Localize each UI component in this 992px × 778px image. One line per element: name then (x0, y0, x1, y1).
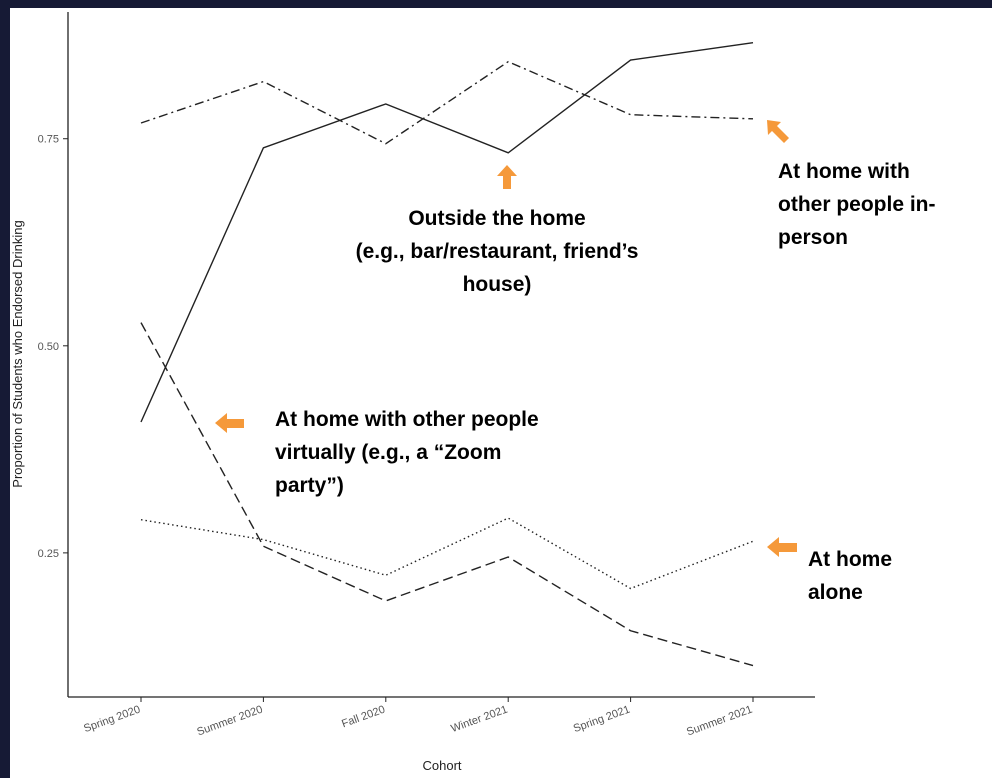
arrow (497, 165, 517, 189)
annotation: Outside the home (e.g., bar/restaurant, f… (356, 207, 639, 296)
annotation-line: party”) (275, 474, 344, 497)
annotation-line: virtually (e.g., a “Zoom (275, 441, 501, 464)
arrow (215, 413, 244, 433)
y-tick-label: 0.50 (38, 341, 59, 353)
y-tick-label: 0.25 (38, 548, 59, 560)
arrow (767, 120, 789, 143)
annotation-line: (e.g., bar/restaurant, friend’s (356, 240, 639, 263)
y-tick-label: 0.75 (38, 134, 59, 146)
annotation-line: person (778, 226, 848, 249)
series-line (140, 41, 754, 423)
annotation: At home with other people in-person (778, 160, 936, 249)
y-axis-label: Proportion of Students who Endorsed Drin… (10, 220, 25, 487)
annotation-line: alone (808, 581, 863, 604)
annotation-line: Outside the home (408, 207, 585, 230)
annotation-line: house) (463, 273, 532, 296)
annotation: At home alone (808, 548, 892, 604)
panel (10, 8, 992, 778)
arrows (215, 120, 797, 557)
series-line (140, 517, 754, 590)
series-line (140, 322, 754, 667)
arrow (767, 537, 797, 557)
annotation: At home with other people virtually (e.g.… (275, 408, 539, 497)
x-axis-label: Cohort (422, 758, 461, 773)
annotation-line: At home with other people (275, 408, 539, 431)
annotation-line: other people in- (778, 193, 936, 216)
annotation-line: At home (808, 548, 892, 571)
annotation-line: At home with (778, 160, 910, 183)
